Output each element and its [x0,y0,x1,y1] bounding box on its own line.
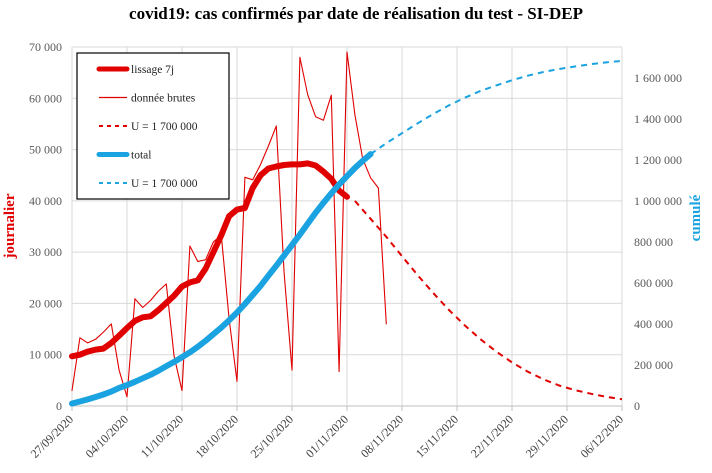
x-tick-label: 11/10/2020 [138,412,186,460]
y-left-tick-label: 20 000 [29,296,62,310]
x-tick-label: 08/11/2020 [358,412,406,460]
legend-label: U = 1 700 000 [131,121,198,133]
grid-lines [71,46,623,407]
legend-label: total [131,150,151,162]
y-left-tick-label: 0 [56,399,62,413]
y-right-tick-label: 600 000 [634,276,673,290]
y-left-tick-label: 60 000 [29,91,62,105]
y-right-tick-label: 1 000 000 [634,194,682,208]
x-tick-label: 29/11/2020 [523,412,571,460]
y-right-tick-label: 400 000 [634,317,673,331]
x-tick-label: 22/11/2020 [468,412,516,460]
x-tick-label: 01/11/2020 [303,412,351,460]
legend-label: lissage 7j [131,64,174,76]
chart-title: covid19: cas confirmés par date de réali… [129,4,583,23]
legend: lissage 7j donnée brutes U = 1 700 000 tota… [76,52,230,200]
x-tick-label: 25/10/2020 [248,412,297,461]
x-tick-label: 27/09/2020 [28,412,77,461]
y-left-axis-title: journalier [2,193,18,259]
x-tick-label: 06/12/2020 [578,412,627,461]
legend-label: U = 1 700 000 [131,178,198,190]
y-left-tick-label: 10 000 [29,348,62,362]
x-tick-label: 04/10/2020 [83,412,132,461]
y-left-tick-label: 50 000 [29,143,62,157]
y-right-tick-label: 200 000 [634,358,673,372]
series-layer [69,51,623,407]
y-right-tick-label: 0 [634,399,640,413]
y-left-tick-label: 30 000 [29,245,62,259]
x-tick-label: 15/11/2020 [413,412,461,460]
y-right-tick-label: 800 000 [634,235,673,249]
series-line-u-1-700-000-journalier [354,200,623,401]
legend-label: donnée brutes [131,93,196,105]
y-right-axis-title: cumulé [688,194,704,241]
series-line-u-1-700-000-cumul [370,59,623,155]
y-right-tick-label: 1 400 000 [634,112,682,126]
y-right-tick-label: 1 200 000 [634,153,682,167]
x-tick-label: 18/10/2020 [193,412,242,461]
y-left-tick-label: 40 000 [29,194,62,208]
series-line-lissage-7j [69,160,350,360]
y-left-tick-label: 70 000 [29,40,62,54]
series-line-total [69,151,374,407]
y-right-tick-label: 1 600 000 [634,71,682,85]
